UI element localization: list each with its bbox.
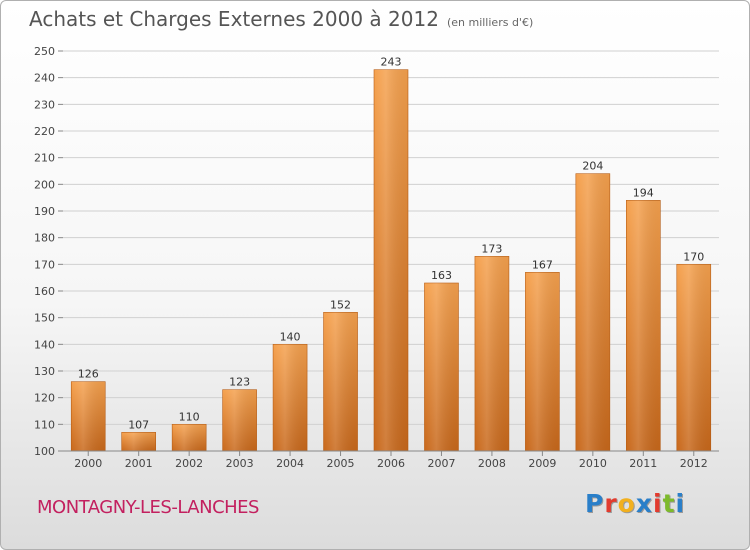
y-tick-label: 100 xyxy=(34,445,55,458)
y-tick-label: 140 xyxy=(34,338,55,351)
x-tick-label: 2001 xyxy=(125,457,153,470)
logo-letter: o xyxy=(617,489,636,518)
bar-shine xyxy=(273,344,308,451)
x-tick-label: 2005 xyxy=(327,457,355,470)
y-tick-label: 160 xyxy=(34,285,55,298)
title-text: Achats et Charges Externes 2000 à 2012 xyxy=(29,7,439,31)
y-tick-label: 110 xyxy=(34,418,55,431)
x-tick-label: 2002 xyxy=(175,457,203,470)
bar-shine xyxy=(323,312,358,451)
x-tick-label: 2009 xyxy=(528,457,556,470)
x-tick-label: 2006 xyxy=(377,457,405,470)
data-label: 140 xyxy=(280,330,301,343)
y-axis-ticks: 100 110 120 130 140 150 160 170 180 190 200 210 220 2… xyxy=(34,45,63,458)
y-tick-label: 220 xyxy=(34,125,55,138)
bar-shine xyxy=(626,200,661,451)
x-tick-label: 2012 xyxy=(680,457,708,470)
y-tick-label: 230 xyxy=(34,98,55,111)
logo-letter: t xyxy=(662,489,676,518)
y-tick-label: 150 xyxy=(34,312,55,325)
bar-shine xyxy=(575,173,610,451)
logo-letter: x xyxy=(635,489,653,518)
data-label: 107 xyxy=(128,418,149,431)
bar-shine xyxy=(525,272,560,451)
bar-shine xyxy=(374,69,408,452)
data-labels: 126 107 110 123 140 152 243 163 173 167 204 194 170 xyxy=(78,56,705,432)
data-label: 170 xyxy=(683,250,704,263)
x-tick-label: 2003 xyxy=(226,457,254,470)
data-label: 167 xyxy=(532,258,553,271)
data-label: 126 xyxy=(78,368,99,381)
data-label: 110 xyxy=(179,410,200,423)
y-tick-label: 130 xyxy=(34,365,55,378)
data-label: 194 xyxy=(633,186,654,199)
x-tick-label: 2008 xyxy=(478,457,506,470)
data-label: 123 xyxy=(229,376,250,389)
bar-shine xyxy=(71,381,106,451)
x-tick-label: 2004 xyxy=(276,457,304,470)
data-label: 173 xyxy=(481,242,502,255)
data-label: 204 xyxy=(582,160,603,173)
logo-letter: P xyxy=(585,489,605,518)
data-label: 152 xyxy=(330,298,351,311)
bar-shine xyxy=(121,432,156,451)
y-tick-label: 210 xyxy=(34,152,55,165)
bar-shine xyxy=(222,389,257,451)
logo-letter: i xyxy=(653,489,663,518)
bars xyxy=(70,69,712,452)
y-tick-label: 180 xyxy=(34,232,55,245)
chart-title: Achats et Charges Externes 2000 à 2012 (e… xyxy=(29,7,533,31)
x-axis-ticks: 2000 2001 2002 2003 2004 2005 2006 2007 2008 2009… xyxy=(74,451,708,470)
bar-shine xyxy=(676,264,711,451)
bar-shine xyxy=(424,283,459,451)
chart-subtitle: (en milliers d'€) xyxy=(446,16,534,29)
x-tick-label: 2011 xyxy=(629,457,657,470)
y-tick-label: 200 xyxy=(34,178,55,191)
logo-letter: r xyxy=(604,489,618,518)
x-tick-label: 2000 xyxy=(74,457,102,470)
x-tick-label: 2010 xyxy=(579,457,607,470)
data-label: 243 xyxy=(381,56,402,69)
bar-shine xyxy=(474,256,509,451)
y-tick-label: 120 xyxy=(34,392,55,405)
logo-letter: i xyxy=(675,489,686,518)
y-tick-label: 170 xyxy=(34,258,55,271)
bar-shine xyxy=(172,424,207,451)
y-tick-label: 250 xyxy=(34,45,55,58)
y-tick-label: 240 xyxy=(34,72,55,85)
data-label: 163 xyxy=(431,269,452,282)
x-tick-label: 2007 xyxy=(427,457,455,470)
y-tick-label: 190 xyxy=(34,205,55,218)
commune-name: MONTAGNY-LES-LANCHES xyxy=(37,497,259,518)
proxiti-logo[interactable]: Proxiti xyxy=(585,489,685,518)
